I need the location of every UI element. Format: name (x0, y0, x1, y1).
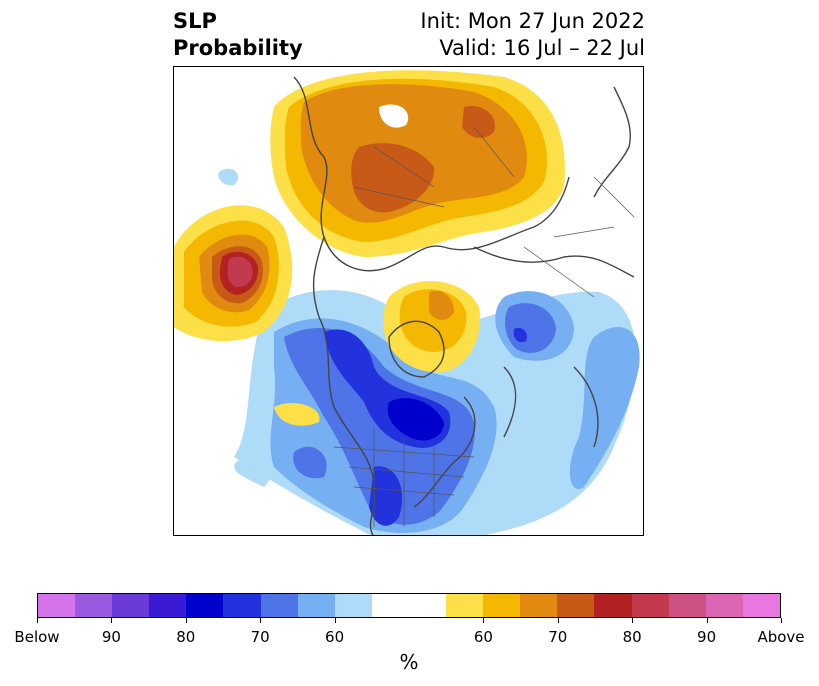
colorbar-cell (260, 594, 298, 617)
chart-title-left: SLP Probability (173, 8, 303, 62)
chart-title-right: Init: Mon 27 Jun 2022 Valid: 16 Jul – 22… (420, 8, 645, 62)
colorbar-cell (557, 594, 595, 617)
colorbar (37, 593, 781, 618)
borders (333, 126, 635, 527)
region-mid-blue-east (569, 327, 640, 489)
region-light-blue-west (234, 456, 273, 487)
colorbar-tick-mark (557, 618, 559, 623)
region-deep-blue (387, 398, 444, 441)
colorbar-cell (149, 594, 187, 617)
colorbar-tick-mark (706, 618, 708, 623)
colorbar-cell (520, 594, 558, 617)
colorbar-tick-mark (185, 618, 187, 623)
region-royal-blue-south (369, 466, 403, 526)
region-yellow-pacific-south (274, 402, 320, 426)
colorbar-tick-label: 70 (548, 628, 568, 646)
colorbar-tick-label: Above (757, 628, 805, 646)
colorbar-tick-mark (483, 618, 485, 623)
map-panel (173, 66, 644, 536)
colorbar-tick-label: Below (14, 628, 60, 646)
colorbar-tick-label: 70 (250, 628, 270, 646)
valid-range: Valid: 16 Jul – 22 Jul (439, 36, 645, 60)
colorbar-tick-label: 90 (101, 628, 121, 646)
region-crimson-pacific (227, 256, 253, 288)
colorbar-cell (186, 594, 224, 617)
colorbar-tick-label: 60 (473, 628, 493, 646)
region-blue-southwest (293, 446, 327, 479)
probability-map (174, 70, 640, 535)
colorbar-cell (38, 594, 76, 617)
colorbar-tick-label: 60 (325, 628, 345, 646)
colorbar-cell (446, 594, 484, 617)
colorbar-cell (594, 594, 632, 617)
colorbar-cell (631, 594, 669, 617)
region-rust-east (462, 106, 495, 139)
colorbar-tick-label: 80 (176, 628, 196, 646)
coastlines (293, 76, 635, 535)
region-rust-siberia (351, 143, 435, 213)
colorbar-cell (297, 594, 335, 617)
colorbar-cell (705, 594, 743, 617)
colorbar-tick-label: 90 (697, 628, 717, 646)
variable-subtitle: Probability (173, 36, 303, 60)
colorbar-cell (483, 594, 521, 617)
init-date: Init: Mon 27 Jun 2022 (420, 9, 645, 33)
variable-title: SLP (173, 9, 217, 33)
colorbar-tick-label: 80 (622, 628, 642, 646)
colorbar-tick-mark (334, 618, 336, 623)
colorbar-cell (408, 594, 447, 617)
colorbar-tick-mark (781, 618, 782, 623)
colorbar-cell (334, 594, 372, 617)
region-royal-blue-atlantic-core (513, 327, 528, 343)
colorbar-cell (75, 594, 113, 617)
colorbar-cell (112, 594, 150, 617)
colorbar-tick-mark (37, 618, 38, 623)
colorbar-cell (742, 594, 780, 617)
region-orange-greenland (429, 290, 454, 320)
region-white-gap (379, 104, 409, 128)
colorbar-tick-mark (632, 618, 634, 623)
colorbar-cell (223, 594, 261, 617)
region-light-blue-pacific-nw (218, 168, 239, 186)
colorbar-unit-label: % (399, 650, 419, 674)
colorbar-cell (668, 594, 706, 617)
colorbar-tick-mark (111, 618, 113, 623)
colorbar-tick-mark (260, 618, 262, 623)
colorbar-cell (371, 594, 409, 617)
